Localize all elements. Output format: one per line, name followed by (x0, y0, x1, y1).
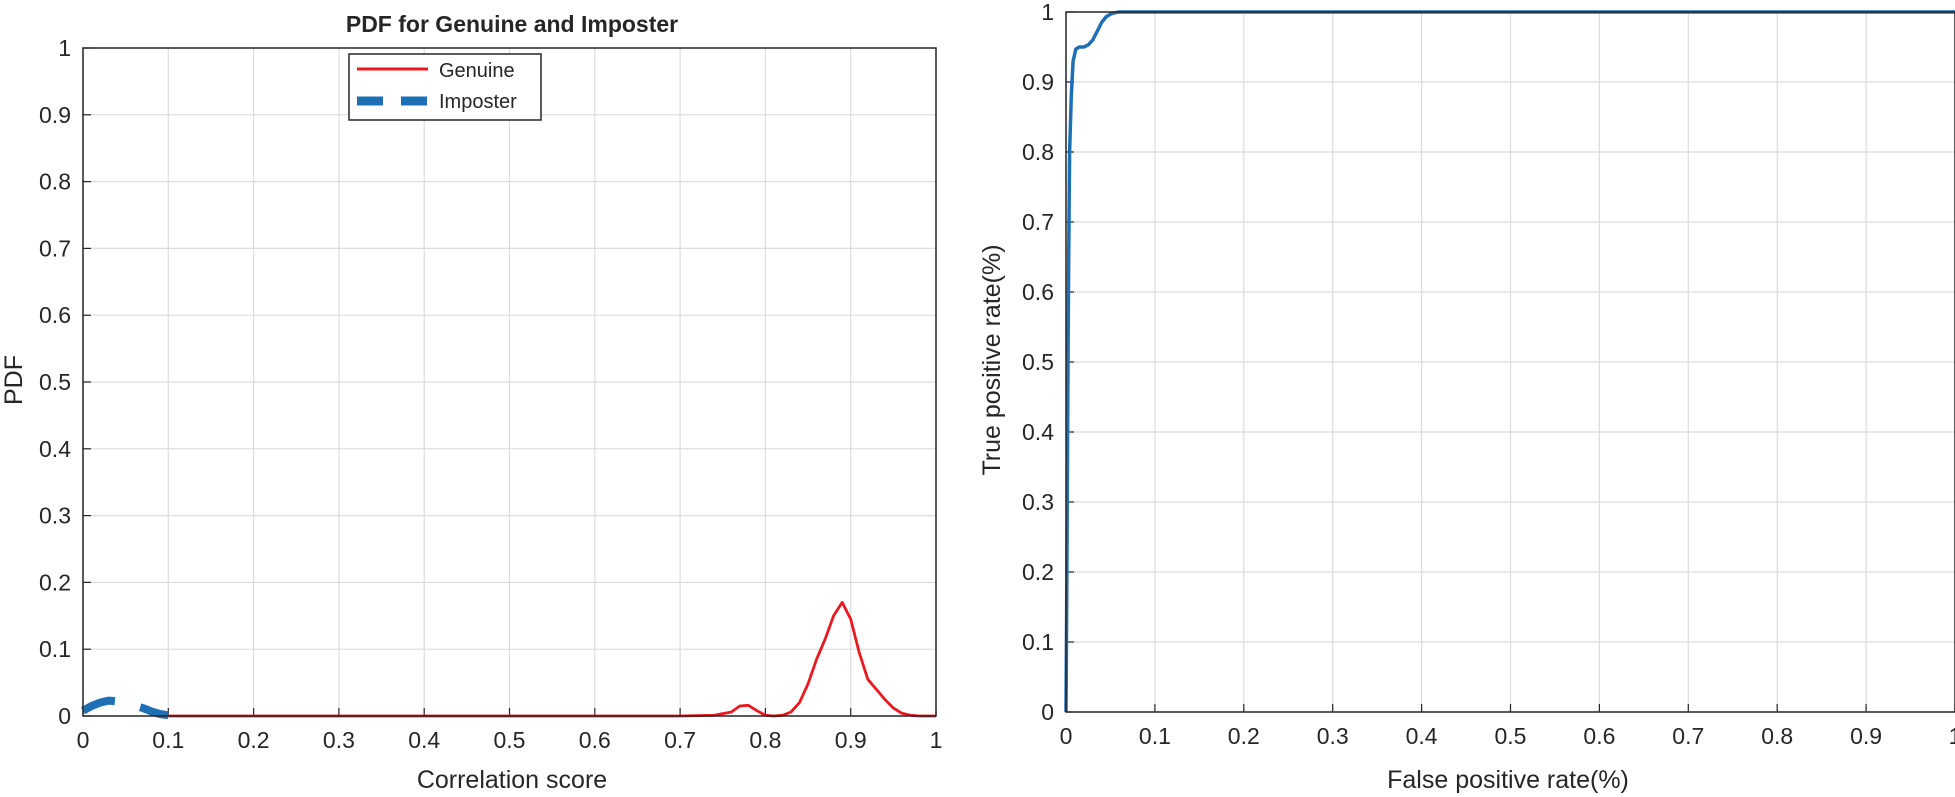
pdf-chart-y-tick-label: 0.8 (39, 169, 71, 195)
roc-chart-y-tick-label: 0.4 (1022, 419, 1054, 445)
roc-chart-y-tick-label: 0.3 (1022, 489, 1054, 515)
pdf-chart-y-tick-label: 0.9 (39, 102, 71, 128)
roc-chart-ylabel: True positive rate(%) (978, 244, 1006, 475)
roc-chart-y-tick-label: 0.6 (1022, 279, 1054, 305)
pdf-chart-x-tick-label: 0.3 (323, 727, 355, 753)
pdf-chart-xlabel: Correlation score (417, 766, 607, 794)
pdf-chart-plot-area: 0 0.1 0.2 0.3 0.4 0.5 0.6 0.7 0.8 0.9 1 0 0.1 0.2 0.3 0… (39, 35, 942, 753)
roc-chart-y-tick-label: 0.9 (1022, 69, 1054, 95)
roc-chart-x-tick-label: 0.7 (1672, 723, 1704, 749)
roc-chart-x-tick-label: 1 (1949, 723, 1955, 749)
roc-chart-y-tick-label: 1 (1041, 0, 1054, 25)
roc-chart-x-tick-label: 0.9 (1850, 723, 1882, 749)
legend-box (348, 53, 542, 121)
roc-chart-y-tick-label: 0.7 (1022, 209, 1054, 235)
pdf-chart-x-tick-label: 0.8 (749, 727, 781, 753)
roc-chart-y-tick-label: 0.5 (1022, 349, 1054, 375)
pdf-chart-y-tick-label: 0.7 (39, 235, 71, 261)
pdf-chart: 0 0.1 0.2 0.3 0.4 0.5 0.6 0.7 0.8 0.9 1 0 0.1 0.2 0.3 0… (0, 11, 942, 794)
roc-chart-x-tick-label: 0.2 (1228, 723, 1260, 749)
roc-chart-x-tick-label: 0.1 (1139, 723, 1171, 749)
pdf-chart-x-tick-label: 0.9 (835, 727, 867, 753)
pdf-chart-title: PDF for Genuine and Imposter (346, 11, 678, 37)
pdf-chart-y-tick-label: 1 (58, 35, 71, 61)
pdf-chart-legend: Genuine Imposter (348, 53, 542, 121)
pdf-chart-y-tick-label: 0.3 (39, 503, 71, 529)
pdf-chart-y-tick-label: 0.1 (39, 636, 71, 662)
pdf-chart-series-genuine (168, 601, 936, 718)
pdf-chart-x-tick-label: 0.6 (579, 727, 611, 753)
pdf-chart-ylabel: PDF (0, 355, 28, 405)
roc-chart-x-tick-label: 0.3 (1317, 723, 1349, 749)
legend-imposter-label: Imposter (439, 91, 517, 113)
pdf-chart-y-tick-label: 0 (58, 703, 71, 729)
roc-chart-frame (1065, 11, 1955, 713)
legend-genuine-label: Genuine (439, 60, 515, 82)
roc-chart-x-tick-label: 0 (1060, 723, 1073, 749)
pdf-chart-frame (82, 47, 937, 717)
pdf-chart-x-tick-label: 0.4 (408, 727, 440, 753)
roc-chart-x-tick-label: 0.5 (1495, 723, 1527, 749)
roc-chart-x-tick-label: 0.6 (1583, 723, 1615, 749)
pdf-chart-x-tick-label: 0.7 (664, 727, 696, 753)
roc-chart-y-tick-label: 0.2 (1022, 559, 1054, 585)
pdf-chart-series-imposter (81, 696, 169, 720)
roc-chart-y-tick-label: 0.8 (1022, 139, 1054, 165)
roc-chart-y-tick-label: 0 (1041, 699, 1054, 725)
roc-chart-x-tick-label: 0.8 (1761, 723, 1793, 749)
pdf-chart-x-tick-label: 0.5 (494, 727, 526, 753)
pdf-chart-y-tick-label: 0.5 (39, 369, 71, 395)
roc-chart-x-tick-label: 0.4 (1406, 723, 1438, 749)
pdf-chart-y-tick-label: 0.6 (39, 302, 71, 328)
roc-chart-xlabel: False positive rate(%) (1387, 766, 1629, 794)
pdf-chart-x-tick-label: 0.2 (238, 727, 270, 753)
pdf-chart-x-tick-label: 0.1 (152, 727, 184, 753)
roc-chart-y-tick-label: 0.1 (1022, 629, 1054, 655)
roc-chart-plot-area: 0 0.1 0.2 0.3 0.4 0.5 0.6 0.7 0.8 0.9 1 0 0.1 0.2 0.3 0… (1022, 0, 1955, 749)
pdf-chart-y-tick-label: 0.4 (39, 436, 71, 462)
pdf-chart-y-tick-label: 0.2 (39, 569, 71, 595)
pdf-chart-x-tick-label: 0 (77, 727, 90, 753)
roc-chart: 0 0.1 0.2 0.3 0.4 0.5 0.6 0.7 0.8 0.9 1 0 0.1 0.2 0.3 0… (978, 0, 1955, 794)
pdf-chart-x-tick-label: 1 (930, 727, 943, 753)
